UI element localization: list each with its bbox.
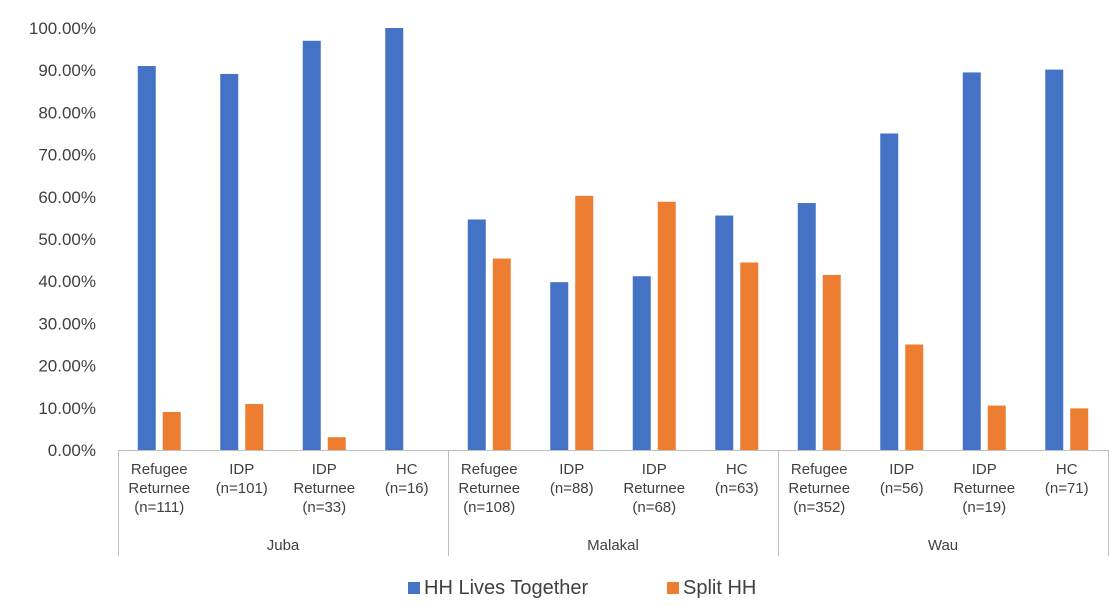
bar-split-hh (740, 262, 759, 450)
x-tick-label: (n=68) (632, 499, 676, 516)
x-tick-label: (n=111) (134, 499, 184, 516)
y-tick-label: 100.00% (29, 19, 96, 38)
x-tick-label: (n=71) (1045, 480, 1089, 497)
bar-hh-lives-together (715, 215, 734, 450)
legend-label: Split HH (683, 577, 756, 599)
bar-split-hh (657, 201, 676, 450)
x-tick-label: IDP (642, 461, 667, 478)
x-tick-label: IDP (889, 461, 914, 478)
x-tick-label: HC (1056, 461, 1078, 478)
y-tick-label: 80.00% (38, 103, 96, 122)
bar-split-hh (905, 344, 924, 450)
x-tick-label: Returnee (128, 480, 190, 497)
bar-hh-lives-together (632, 276, 651, 450)
bar-split-hh (575, 195, 594, 450)
x-tick-label: (n=63) (715, 480, 759, 497)
bar-split-hh (327, 437, 346, 450)
x-tick-label: (n=108) (463, 499, 515, 516)
y-axis: 0.00% 10.00% 20.00% 30.00% 40.00% 50.00% 60.00… (29, 19, 96, 460)
x-tick-label: Returnee (293, 480, 355, 497)
bar-hh-lives-together (1045, 69, 1064, 451)
bar-split-hh (822, 274, 841, 450)
x-tick-label: IDP (312, 461, 337, 478)
bar-hh-lives-together (137, 66, 156, 450)
x-tick-label: Returnee (623, 480, 685, 497)
x-tick-label: Returnee (458, 480, 520, 497)
bar-split-hh (492, 258, 511, 450)
y-tick-label: 70.00% (38, 146, 96, 165)
x-tick-label: HC (396, 461, 418, 478)
bar-hh-lives-together (797, 203, 816, 450)
x-tick-label: (n=352) (793, 499, 845, 516)
legend-swatch (667, 582, 679, 594)
x-tick-label: (n=33) (302, 499, 346, 516)
x-tick-label: (n=88) (550, 480, 594, 497)
y-tick-label: 50.00% (38, 230, 96, 249)
y-tick-label: 60.00% (38, 188, 96, 207)
bar-split-hh (1070, 408, 1089, 450)
bar-hh-lives-together (302, 40, 321, 451)
bar-hh-lives-together (220, 73, 239, 450)
x-group-label: Wau (928, 537, 958, 554)
x-tick-label: Refugee (461, 461, 518, 478)
y-tick-label: 0.00% (48, 441, 96, 460)
x-axis: Refugee Returnee (n=111) IDP (n=101) IDP Retur… (118, 450, 1109, 556)
x-tick-label: (n=19) (962, 499, 1006, 516)
x-tick-label: Returnee (953, 480, 1015, 497)
x-group-label: Juba (267, 537, 300, 554)
x-tick-label: Refugee (791, 461, 848, 478)
y-tick-label: 90.00% (38, 61, 96, 80)
bars (137, 28, 1089, 451)
bar-split-hh (162, 411, 181, 450)
bar-hh-lives-together (467, 219, 486, 450)
bar-hh-lives-together (880, 133, 899, 450)
x-tick-label: Refugee (131, 461, 188, 478)
x-tick-label: HC (726, 461, 748, 478)
legend-swatch (408, 582, 420, 594)
x-tick-label: IDP (559, 461, 584, 478)
legend: HH Lives Together Split HH (408, 577, 756, 599)
x-group-label: Malakal (587, 537, 639, 554)
bar-split-hh (245, 404, 264, 450)
y-tick-label: 20.00% (38, 357, 96, 376)
legend-label: HH Lives Together (424, 577, 589, 599)
bar-hh-lives-together (550, 282, 569, 450)
x-tick-label: IDP (972, 461, 997, 478)
x-tick-label: IDP (229, 461, 254, 478)
y-tick-label: 10.00% (38, 399, 96, 418)
x-tick-label: (n=16) (385, 480, 429, 497)
x-tick-label: (n=56) (880, 480, 924, 497)
y-tick-label: 40.00% (38, 272, 96, 291)
x-tick-label: (n=101) (216, 480, 268, 497)
bar-hh-lives-together (962, 72, 981, 451)
y-tick-label: 30.00% (38, 314, 96, 333)
bar-hh-lives-together (385, 28, 404, 450)
bar-split-hh (987, 405, 1006, 450)
x-tick-label: Returnee (788, 480, 850, 497)
